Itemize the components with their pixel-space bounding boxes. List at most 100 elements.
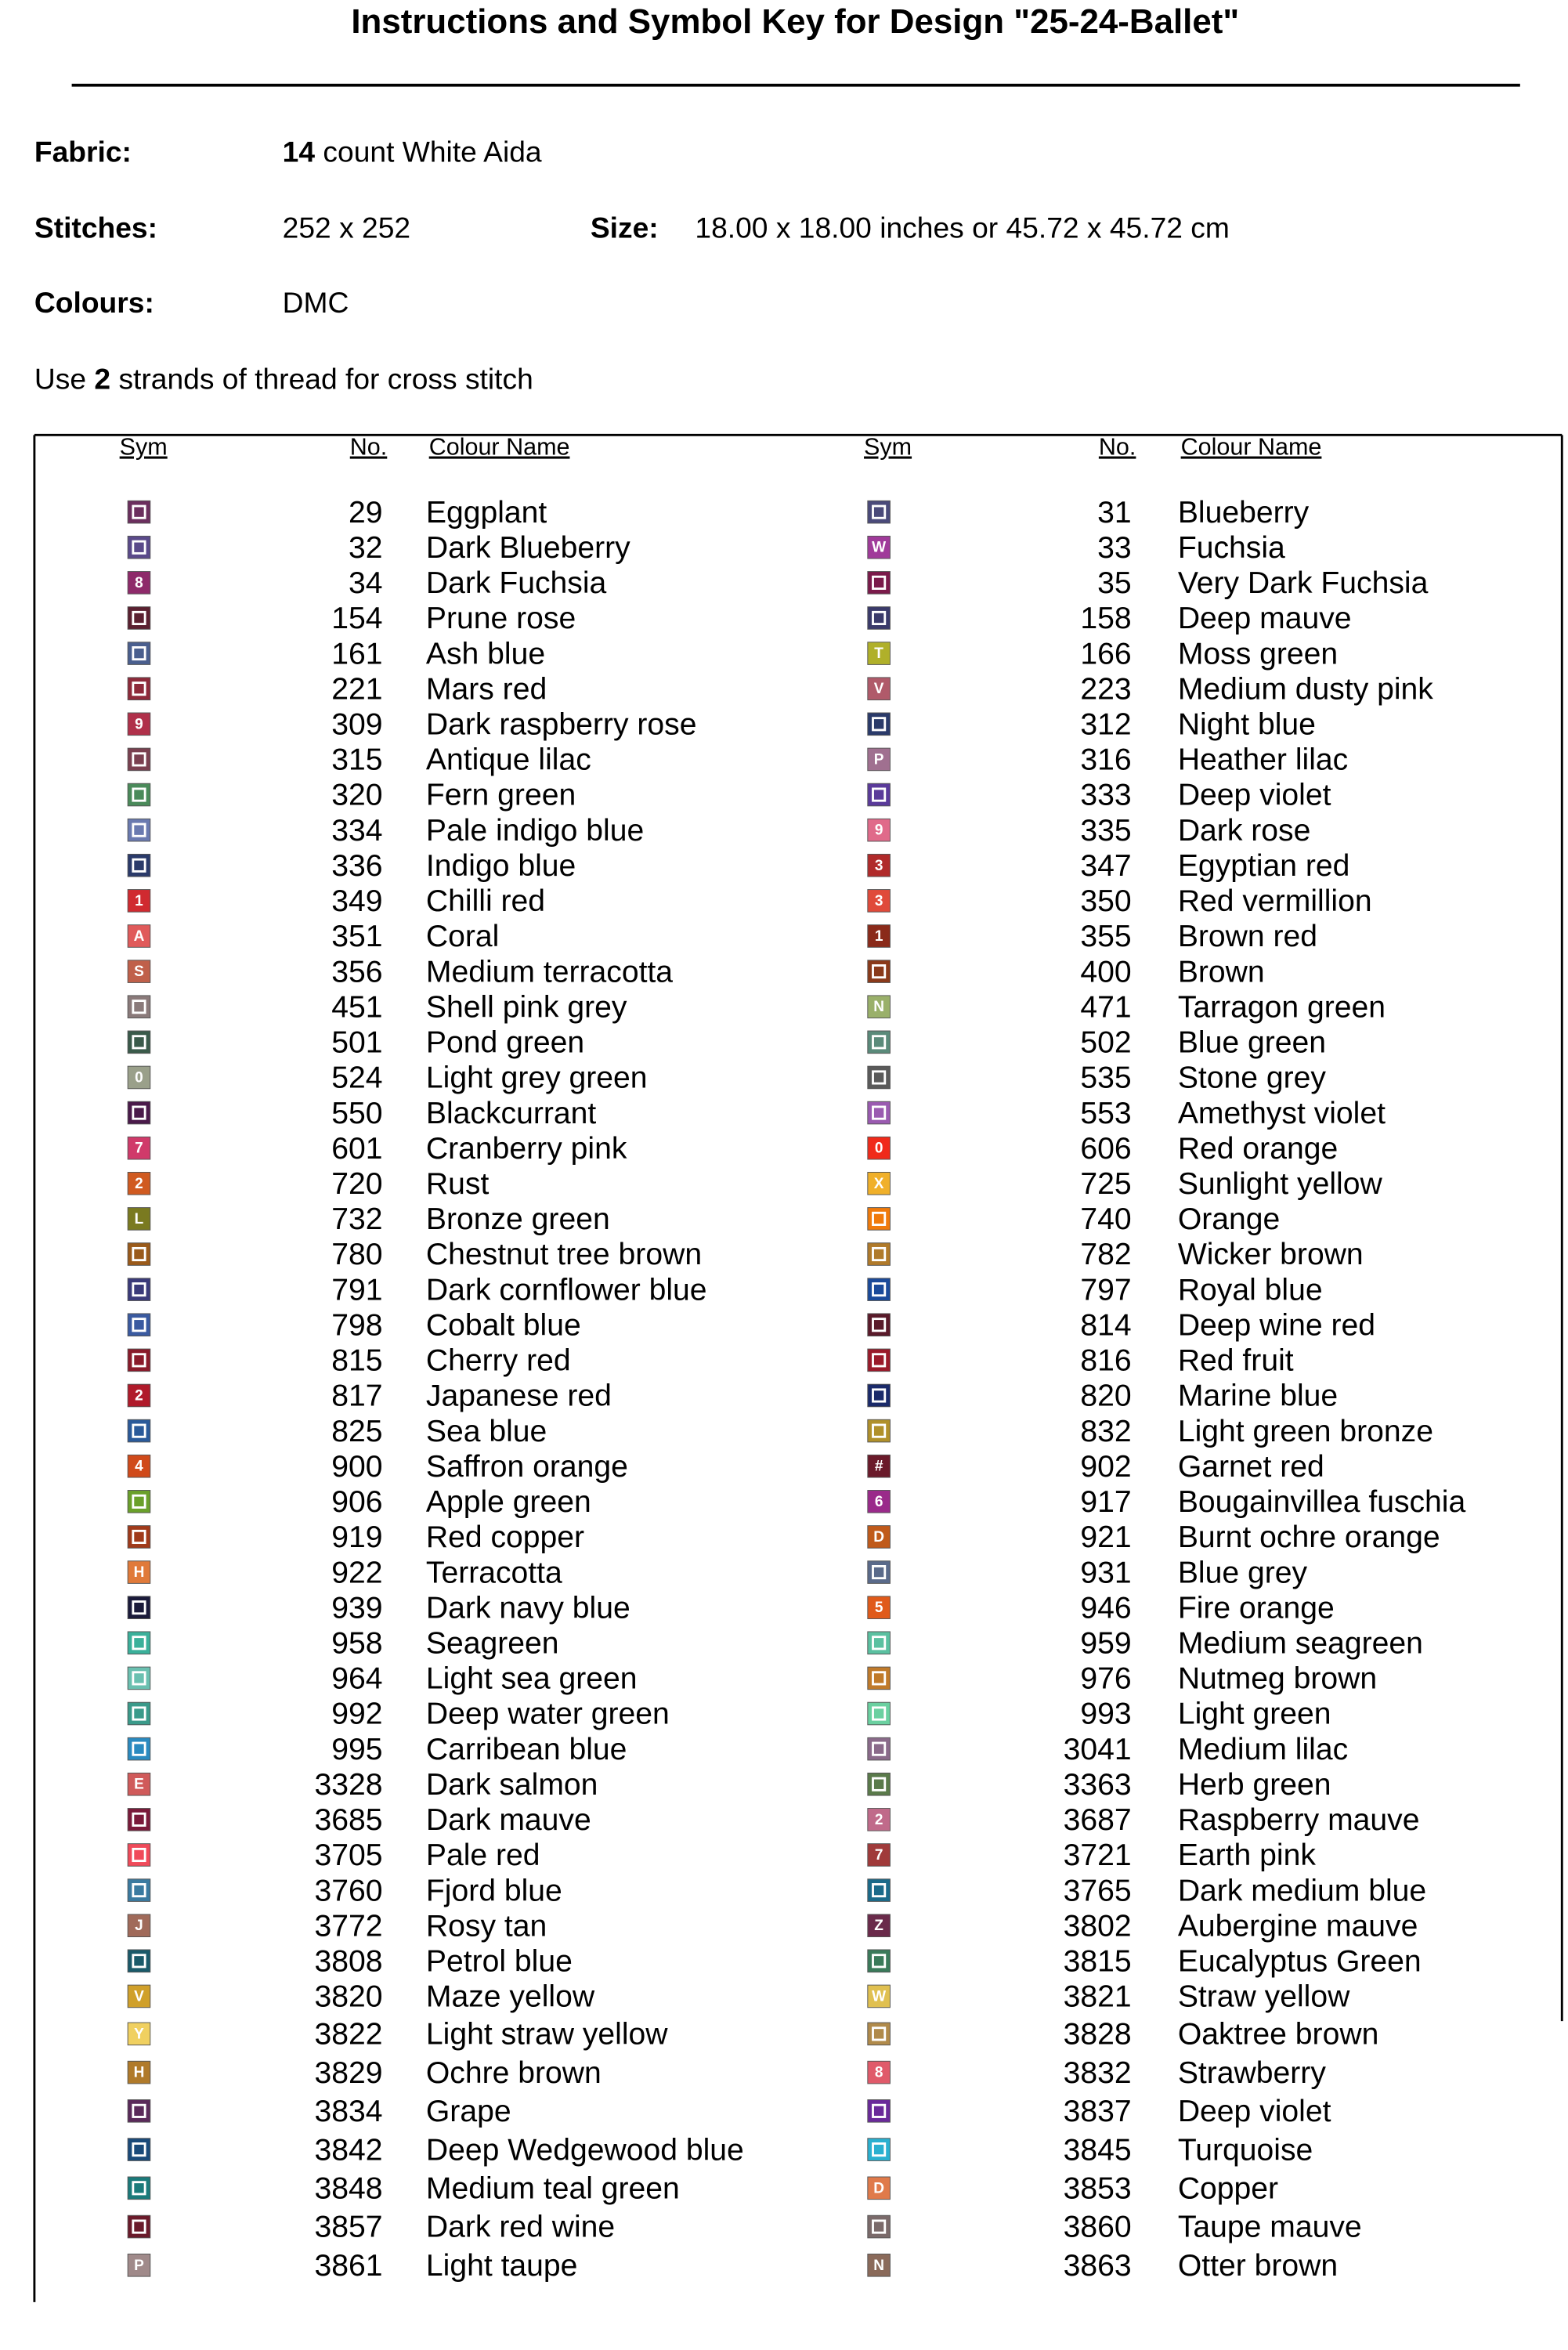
symbol [127, 1560, 151, 1584]
colour-number: 725 [1080, 1167, 1131, 1201]
symbol [127, 1490, 151, 1513]
colour-number: 3721 [1064, 1838, 1132, 1872]
symbol [127, 1030, 151, 1054]
symbol [867, 1737, 891, 1761]
symbol-glyph: 9 [135, 716, 143, 732]
colour-number: 3685 [315, 1803, 383, 1837]
field-value: 252 x 252 [283, 212, 410, 244]
symbol-inner [132, 858, 146, 873]
symbol-inner [872, 717, 887, 732]
symbol [867, 1808, 891, 1831]
colour-number: 501 [331, 1026, 382, 1060]
symbol-inner [132, 1318, 146, 1332]
symbol-glyph: S [134, 964, 144, 980]
colour-number: 3808 [315, 1945, 383, 1979]
colour-number: 3857 [315, 2211, 383, 2244]
colour-number: 3853 [1064, 2172, 1132, 2206]
colour-name: Fjord blue [426, 1874, 562, 1907]
symbol-inner [132, 1812, 146, 1827]
symbol [127, 1914, 151, 1937]
symbol [127, 1772, 151, 1796]
symbol-inner [132, 1706, 146, 1721]
colour-name: Saffron orange [426, 1450, 628, 1484]
colour-name: Red fruit [1178, 1344, 1294, 1378]
symbol-glyph: H [134, 2065, 145, 2081]
symbol [867, 1914, 891, 1937]
symbol [867, 2099, 891, 2123]
colour-number: 3760 [315, 1874, 383, 1907]
colour-number: 471 [1080, 990, 1131, 1024]
symbol [127, 1172, 151, 1195]
symbol-glyph: D [873, 1529, 884, 1546]
colour-number: 3821 [1064, 1980, 1132, 2014]
symbol [127, 1242, 151, 1266]
colour-name: Sea blue [426, 1415, 547, 1448]
symbol [127, 1949, 151, 1973]
colour-name: Dark raspberry rose [426, 708, 697, 742]
symbol-inner [132, 1105, 146, 1120]
strands-before: Use [34, 362, 86, 395]
colour-name: Egyptian red [1178, 849, 1350, 883]
colour-name: Terracotta [426, 1556, 562, 1589]
colour-number: 902 [1080, 1450, 1131, 1484]
colour-number: 3815 [1064, 1945, 1132, 1979]
symbol [127, 818, 151, 842]
colour-number: 798 [331, 1308, 382, 1342]
symbol [127, 1454, 151, 1478]
symbol-inner [872, 1741, 887, 1756]
symbol-glyph: 2 [135, 1387, 143, 1404]
colour-number: 349 [331, 884, 382, 918]
colour-number: 35 [1097, 566, 1132, 600]
symbol [127, 2022, 151, 2046]
symbol-glyph: 9 [875, 822, 883, 839]
symbol-glyph: 2 [875, 1812, 883, 1828]
symbol [127, 1666, 151, 1690]
symbol-inner [132, 752, 146, 767]
symbol [127, 1207, 151, 1231]
colour-name: Burnt ochre orange [1178, 1520, 1440, 1554]
symbol [127, 606, 151, 630]
colour-number: 3765 [1064, 1874, 1132, 1907]
colour-number: 992 [331, 1697, 382, 1731]
colour-name: Dark Fuchsia [426, 566, 607, 600]
colour-number: 3820 [315, 1980, 383, 2014]
symbol-glyph: P [134, 2258, 144, 2274]
colour-name: Dark salmon [426, 1768, 598, 1802]
symbol-glyph: W [872, 1988, 886, 2005]
colour-number: 166 [1080, 637, 1131, 671]
symbol-inner [132, 1035, 146, 1050]
colour-number: 814 [1080, 1308, 1131, 1342]
symbol-glyph: P [874, 751, 884, 768]
colour-name: Pale red [426, 1838, 540, 1872]
colour-name: Cherry red [426, 1344, 571, 1378]
symbol [127, 2254, 151, 2277]
symbol [867, 1136, 891, 1160]
colour-name: Night blue [1178, 708, 1316, 742]
colour-name: Blackcurrant [426, 1097, 596, 1130]
colour-name: Eggplant [426, 496, 547, 530]
colour-number: 336 [331, 849, 382, 883]
colour-name: Deep water green [426, 1697, 670, 1731]
colour-name: Medium teal green [426, 2172, 680, 2206]
symbol [867, 1030, 891, 1054]
colour-number: 355 [1080, 920, 1131, 953]
symbol [127, 1701, 151, 1726]
symbol [127, 995, 151, 1019]
symbol [127, 783, 151, 807]
colour-name: Blue green [1178, 1026, 1326, 1060]
symbol [867, 500, 891, 524]
symbol-inner [132, 2181, 146, 2196]
symbol-glyph: 4 [135, 1459, 143, 1475]
colour-name: Shell pink grey [426, 990, 627, 1024]
colour-number: 3860 [1064, 2211, 1132, 2244]
colour-number: 3705 [315, 1838, 383, 1872]
colour-number: 922 [331, 1556, 382, 1589]
symbol [867, 1843, 891, 1867]
colour-name: Blue grey [1178, 1556, 1308, 1589]
symbol [127, 1065, 151, 1090]
colour-name: Oaktree brown [1178, 2018, 1379, 2052]
colour-number: 524 [331, 1061, 382, 1095]
symbol [127, 960, 151, 983]
